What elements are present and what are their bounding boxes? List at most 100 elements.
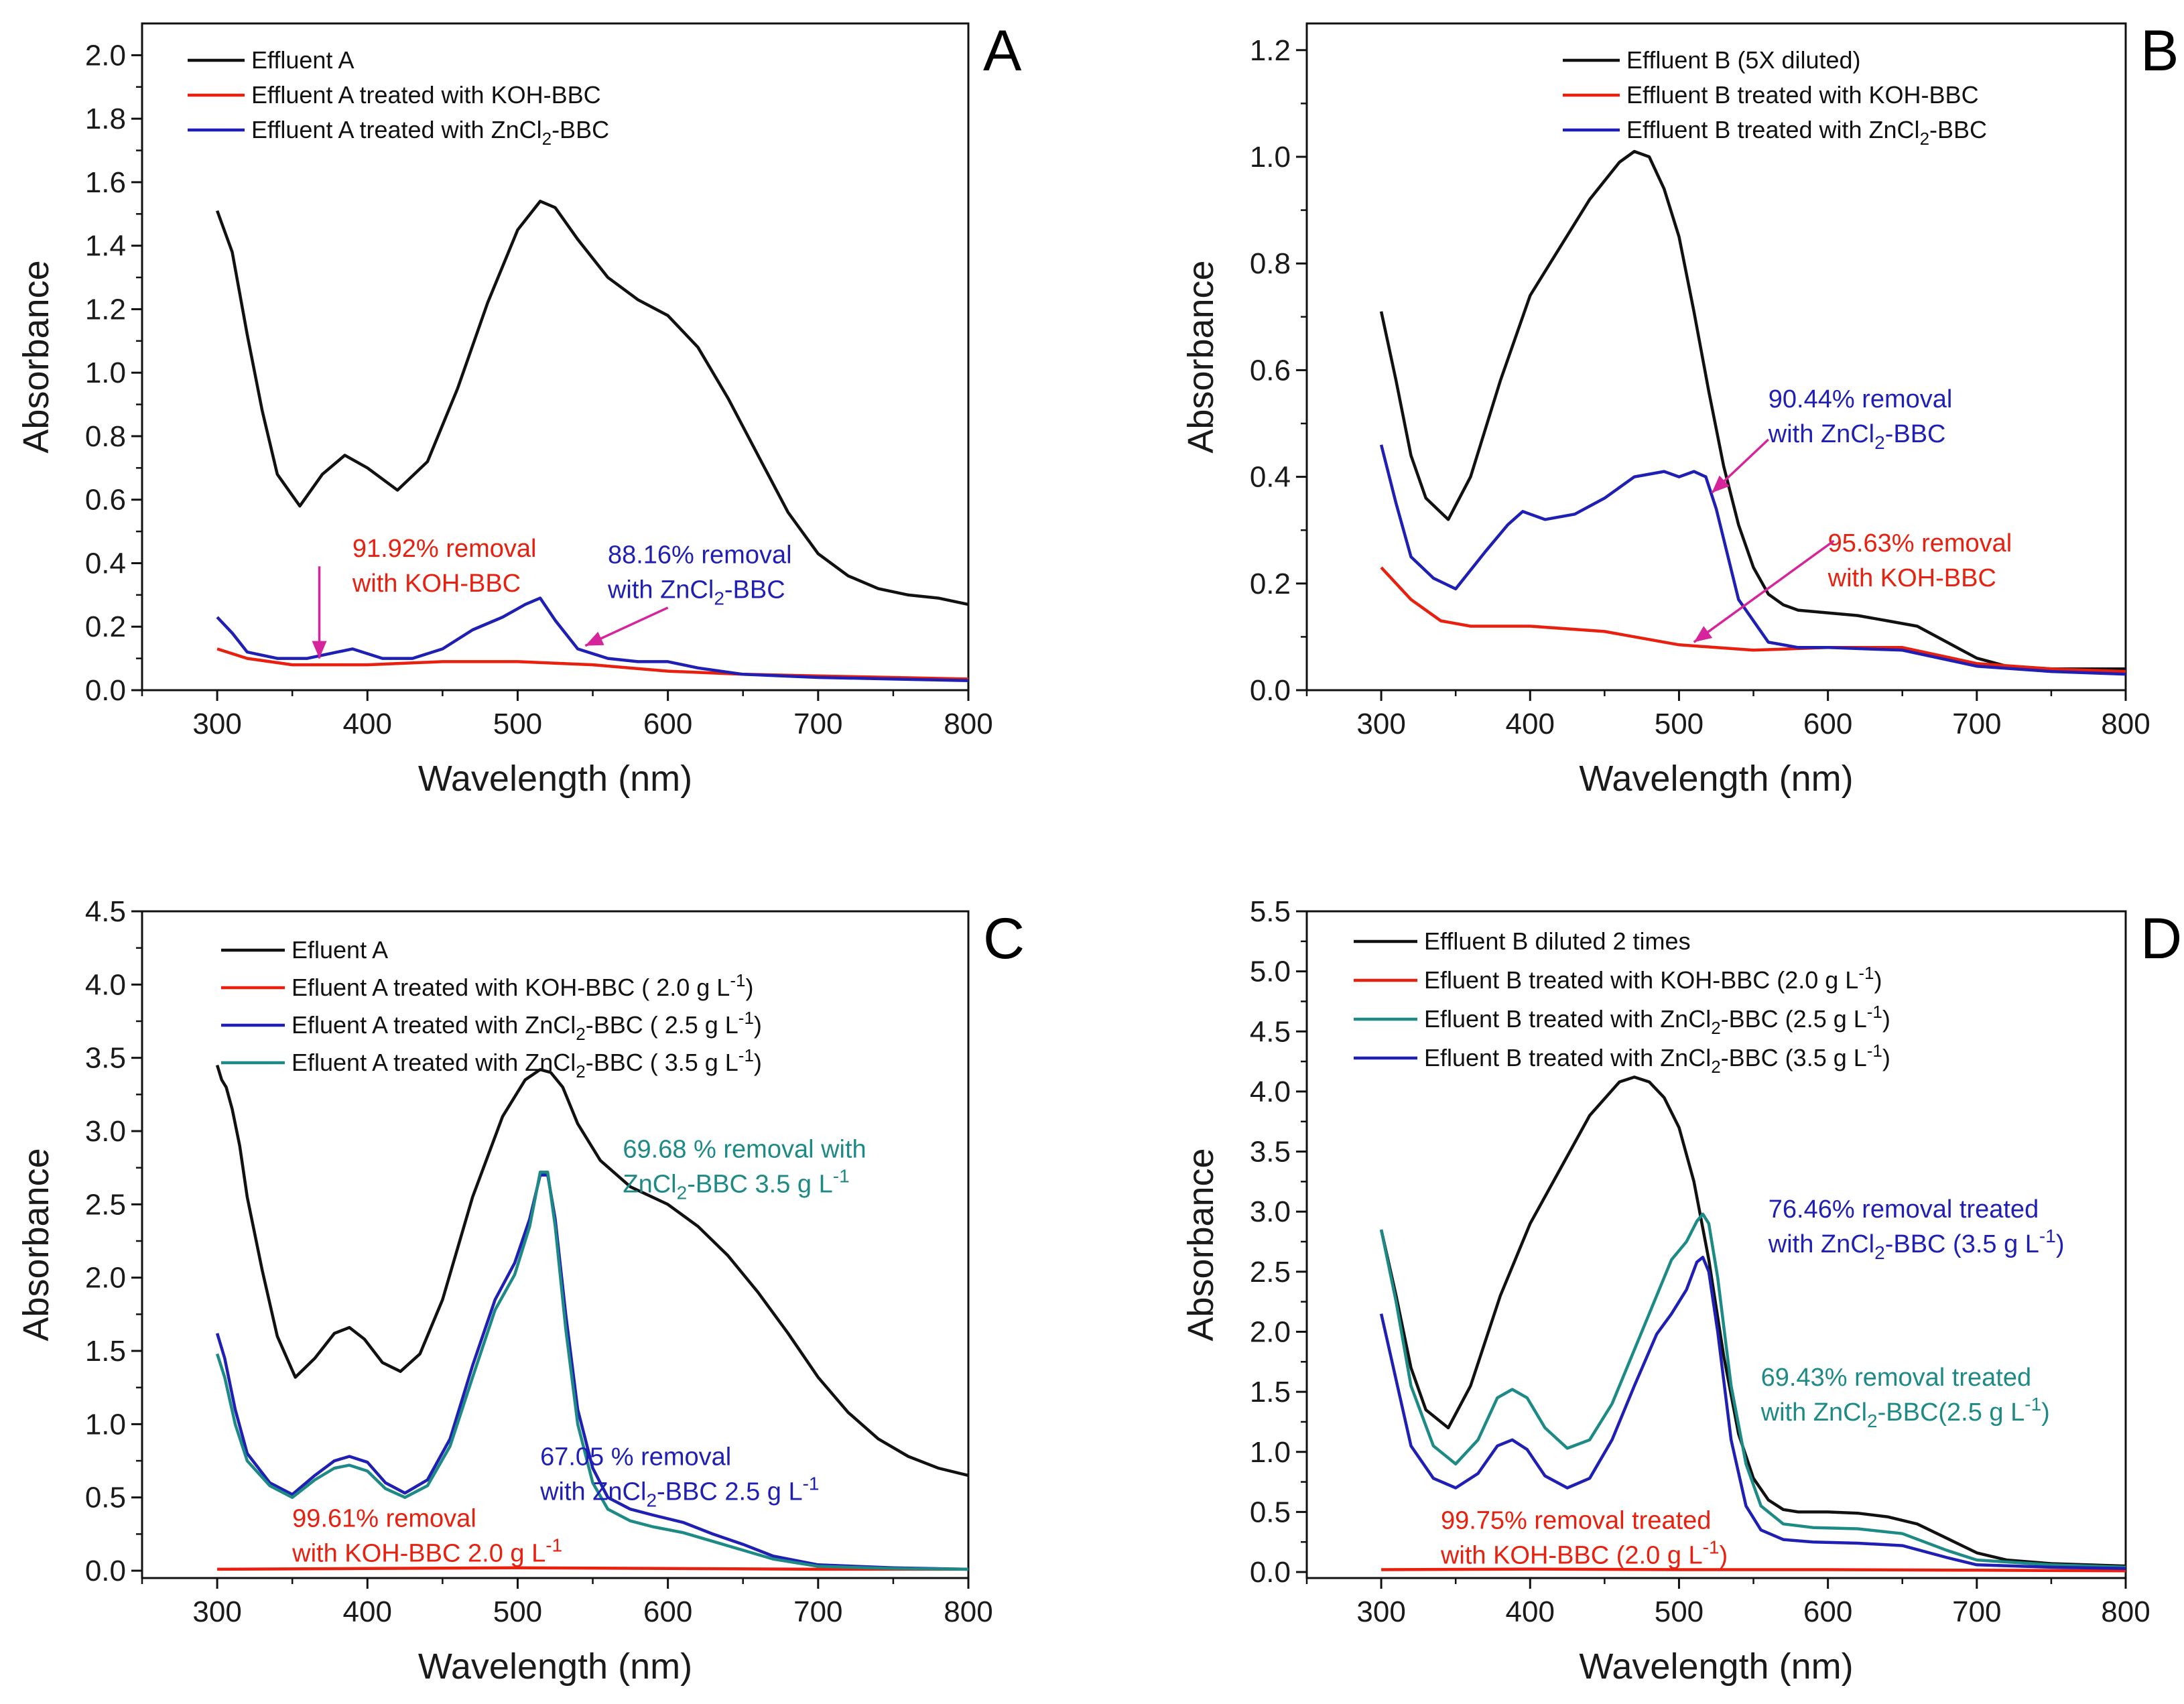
y-tick-label: 1.0 — [1250, 141, 1291, 174]
panel-D: 300 400 500 600 700 800 0.0 0.5 1.0 1.5 2.0 2.5 3.0 3… — [1181, 895, 2182, 1687]
annotation-text: 99.75% removal treated — [1441, 1506, 1711, 1534]
y-tick-label: 2.0 — [1250, 1315, 1291, 1348]
y-tick-label: 1.2 — [85, 293, 126, 326]
panel-letter: A — [983, 19, 1022, 83]
y-axis-title: Absorbance — [16, 260, 56, 453]
y-tick-label: 0.0 — [1250, 1556, 1291, 1589]
annotation-text: 69.43% removal treated — [1761, 1364, 2031, 1392]
x-tick-label: 600 — [1803, 1595, 1852, 1628]
annotation-text: with ZnCl2-BBC — [607, 576, 785, 608]
legend-entry: Effluent B diluted 2 times — [1424, 927, 1691, 955]
plot-frame — [1305, 910, 2127, 1579]
annotation-text: 99.61% removal — [292, 1504, 476, 1532]
y-tick-label: 2.5 — [85, 1188, 126, 1221]
legend-entry: Effluent A treated with KOH-BBC — [251, 81, 601, 109]
x-axis-title: Wavelength (nm) — [1579, 759, 1853, 799]
series-line — [215, 1064, 968, 1478]
panel-letter: D — [2140, 907, 2182, 971]
x-tick-label: 400 — [343, 708, 392, 740]
legend-entry: Efluent B treated with KOH-BBC (2.0 g L-… — [1424, 963, 1882, 994]
series-line — [215, 200, 968, 606]
y-tick-label: 0.6 — [1250, 354, 1291, 387]
series-line — [216, 596, 968, 683]
legend-entry: Effluent B treated with ZnCl2-BBC — [1626, 116, 1987, 149]
legend-entry: Efluent B treated with ZnCl2-BBC (2.5 g … — [1424, 1002, 1890, 1038]
x-tick-label: 700 — [793, 708, 842, 740]
plot-frame — [141, 910, 970, 1579]
x-axis-title: Wavelength (nm) — [418, 1646, 692, 1687]
y-tick-label: 5.5 — [1250, 895, 1291, 928]
series-line — [1379, 1212, 2126, 1569]
y-tick-label: 1.0 — [1250, 1436, 1291, 1469]
x-tick-label: 500 — [493, 708, 542, 740]
y-tick-label: 0.0 — [1250, 674, 1291, 707]
annotation-text: 91.92% removal — [352, 535, 537, 563]
legend-entry: Efluent A treated with KOH-BBC ( 2.0 g L… — [292, 970, 753, 1001]
y-tick-label: 1.8 — [85, 103, 126, 135]
panel-letter: C — [983, 907, 1025, 971]
y-tick-label: 2.0 — [85, 1262, 126, 1295]
y-tick-label: 0.0 — [85, 674, 126, 707]
x-tick-label: 800 — [944, 1595, 992, 1628]
y-tick-label: 3.0 — [85, 1115, 126, 1148]
y-tick-label: 0.5 — [1250, 1496, 1291, 1528]
plot-frame — [141, 22, 970, 692]
y-axis-title: Absorbance — [1181, 1148, 1221, 1341]
legend-entry: Efluent A treated with ZnCl2-BBC ( 2.5 g… — [292, 1008, 762, 1044]
arrow-head — [585, 631, 604, 646]
y-axis-title: Absorbance — [1181, 260, 1221, 453]
x-tick-label: 500 — [1655, 708, 1704, 740]
x-tick-label: 300 — [1356, 708, 1405, 740]
x-tick-label: 600 — [643, 1595, 692, 1628]
x-tick-label: 300 — [1356, 1595, 1405, 1628]
y-tick-label: 0.4 — [85, 547, 126, 580]
y-tick-label: 2.5 — [1250, 1256, 1291, 1289]
x-tick-label: 500 — [1655, 1595, 1704, 1628]
y-tick-label: 1.6 — [85, 166, 126, 199]
series-line — [1379, 149, 2126, 671]
annotation-text: with KOH-BBC 2.0 g L-1 — [292, 1534, 562, 1567]
arrow-head — [1693, 626, 1713, 643]
annotation-text: 95.63% removal — [1828, 529, 2012, 558]
annotation-text: 67.05 % removal — [540, 1443, 731, 1471]
y-tick-label: 0.2 — [1250, 568, 1291, 600]
y-tick-label: 1.5 — [85, 1335, 126, 1368]
x-tick-label: 400 — [1506, 1595, 1555, 1628]
series-line — [1379, 1075, 2126, 1568]
y-tick-label: 3.5 — [85, 1042, 126, 1075]
series-line — [1379, 444, 2126, 676]
y-tick-label: 0.4 — [1250, 461, 1291, 494]
series-line — [217, 1566, 968, 1571]
annotation-arrow — [1693, 539, 1835, 643]
x-tick-label: 300 — [192, 708, 241, 740]
legend-entry: Effluent B (5X diluted) — [1626, 46, 1861, 74]
y-tick-label: 4.5 — [85, 895, 126, 928]
y-tick-label: 3.0 — [1250, 1195, 1291, 1228]
legend-entry: Efluent A treated with ZnCl2-BBC ( 3.5 g… — [292, 1045, 762, 1082]
x-axis-title: Wavelength (nm) — [1579, 1646, 1853, 1687]
y-tick-label: 0.5 — [85, 1482, 126, 1514]
annotation-text: with KOH-BBC — [352, 570, 521, 598]
x-tick-label: 700 — [1952, 1595, 2001, 1628]
annotation-text: with ZnCl2-BBC (3.5 g L-1) — [1768, 1226, 2065, 1263]
y-tick-label: 0.6 — [85, 484, 126, 517]
y-tick-label: 1.4 — [85, 230, 126, 263]
y-tick-label: 1.0 — [85, 356, 126, 389]
legend-entry: Effluent A — [251, 46, 354, 74]
annotation-text: 88.16% removal — [608, 541, 792, 569]
x-tick-label: 700 — [793, 1595, 842, 1628]
y-axis-title: Absorbance — [16, 1148, 56, 1341]
x-tick-label: 700 — [1952, 708, 2001, 740]
panel-C: 300 400 500 600 700 800 0.0 0.5 1.0 1.5 2.0 2.5 3.0 3… — [16, 895, 1025, 1687]
series-line — [1379, 1256, 2126, 1570]
y-tick-label: 4.0 — [1250, 1075, 1291, 1108]
annotation-text: 69.68 % removal with — [623, 1135, 866, 1163]
panel-A: 300 400 500 600 700 800 0.0 0.2 0.4 0.6 0.8 1.0 1.2 1… — [16, 19, 1022, 799]
y-tick-label: 1.2 — [1250, 34, 1291, 67]
x-tick-label: 800 — [944, 708, 992, 740]
x-tick-label: 600 — [643, 708, 692, 740]
panel-letter: B — [2140, 19, 2179, 83]
legend-entry: Efluent A — [292, 936, 388, 964]
annotation-text: 76.46% removal treated — [1769, 1195, 2039, 1224]
annotation-text: with KOH-BBC (2.0 g L-1) — [1440, 1536, 1728, 1569]
